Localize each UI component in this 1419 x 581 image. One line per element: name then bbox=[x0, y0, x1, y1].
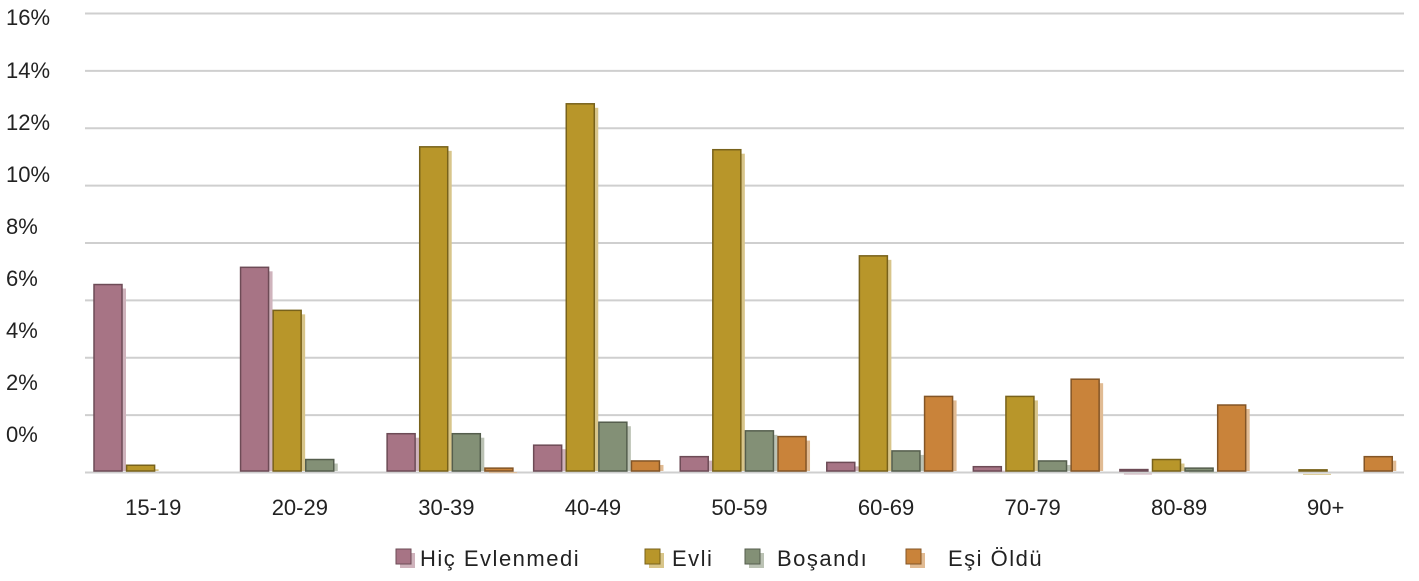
bar-hi-evlenmedi-50-59 bbox=[679, 455, 709, 472]
bar-e-i-ld--70-79 bbox=[1070, 378, 1100, 472]
bar-highlight bbox=[1123, 473, 1152, 475]
x-axis-tick-labels: 15-19 20-29 30-39 40-49 50-59 60-69 70-79 80-89… bbox=[125, 495, 1344, 520]
x-tick-label: 60-69 bbox=[858, 495, 914, 520]
bar-hi-evlenmedi-70-79 bbox=[972, 465, 1003, 472]
bar-e-i-ld--60-69 bbox=[923, 395, 954, 472]
bar-e-i-ld--40-49 bbox=[630, 460, 661, 472]
bar-e-i-ld--80-89 bbox=[1216, 404, 1247, 472]
legend-label: Boşandı bbox=[777, 546, 868, 571]
bar-bo-and--30-39 bbox=[451, 432, 482, 472]
legend-label: Eşi Öldü bbox=[948, 546, 1043, 571]
bar-bo-and--40-49 bbox=[598, 421, 628, 472]
legend-swatch bbox=[644, 548, 661, 565]
x-tick-label: 40-49 bbox=[565, 495, 621, 520]
bar-evli-20-29 bbox=[272, 309, 302, 472]
bar-evli-40-49 bbox=[565, 103, 596, 472]
bar-evli-15-19 bbox=[125, 464, 156, 472]
y-tick-label: 16% bbox=[6, 5, 50, 30]
bar-hi-evlenmedi-20-29 bbox=[239, 266, 270, 472]
x-tick-label: 80-89 bbox=[1151, 495, 1207, 520]
legend-swatch bbox=[395, 548, 412, 565]
bar-hi-evlenmedi-60-69 bbox=[826, 461, 856, 472]
bar-hi-evlenmedi-80-89 bbox=[1119, 468, 1149, 472]
bar-bo-and--50-59 bbox=[744, 430, 775, 472]
y-tick-label: 6% bbox=[6, 266, 38, 291]
bar-highlight bbox=[488, 472, 517, 474]
bar-evli-70-79 bbox=[1005, 395, 1035, 472]
bar-evli-30-39 bbox=[418, 146, 449, 472]
x-tick-label: 70-79 bbox=[1004, 495, 1060, 520]
bars bbox=[93, 103, 1397, 475]
bar-bo-and--20-29 bbox=[305, 458, 335, 472]
x-tick-label: 20-29 bbox=[272, 495, 328, 520]
y-tick-label: 10% bbox=[6, 162, 50, 187]
bar-evli-50-59 bbox=[712, 148, 742, 472]
bar-e-i-ld--30-39 bbox=[484, 467, 514, 472]
y-tick-label: 4% bbox=[6, 318, 38, 343]
y-tick-label: 12% bbox=[6, 110, 50, 135]
bar-evli-80-89 bbox=[1151, 458, 1182, 472]
y-tick-label: 14% bbox=[6, 58, 50, 83]
bar-bo-and--80-89 bbox=[1184, 467, 1214, 472]
y-tick-label: 8% bbox=[6, 214, 38, 239]
bar-highlight bbox=[1303, 473, 1332, 475]
y-tick-label: 0% bbox=[6, 422, 38, 447]
legend-label: Evli bbox=[672, 546, 713, 571]
bar-hi-evlenmedi-40-49 bbox=[532, 444, 563, 472]
bar-evli-60-69 bbox=[858, 255, 889, 472]
y-axis-tick-labels: 16% 14% 12% 10% 8% 6% 4% 2% 0% bbox=[6, 5, 50, 447]
bar-highlight bbox=[1189, 472, 1218, 474]
legend: Hiç Evlenmedi Evli Boşandı Eşi Öldü bbox=[395, 546, 1043, 571]
x-tick-label: 50-59 bbox=[711, 495, 767, 520]
x-tick-label: 15-19 bbox=[125, 495, 181, 520]
legend-swatch bbox=[905, 548, 922, 565]
bar-e-i-ld--90+ bbox=[1363, 455, 1393, 472]
bar-hi-evlenmedi-15-19 bbox=[93, 283, 123, 472]
y-tick-label: 2% bbox=[6, 370, 38, 395]
bar-e-i-ld--50-59 bbox=[777, 435, 807, 472]
x-tick-label: 30-39 bbox=[418, 495, 474, 520]
bar-bo-and--60-69 bbox=[891, 450, 921, 472]
legend-label: Hiç Evlenmedi bbox=[420, 546, 580, 571]
x-tick-label: 90+ bbox=[1307, 495, 1344, 520]
bar-bo-and--70-79 bbox=[1037, 460, 1068, 472]
legend-swatch bbox=[744, 548, 761, 565]
bar-evli-90+ bbox=[1298, 469, 1328, 472]
bar-hi-evlenmedi-30-39 bbox=[386, 432, 416, 472]
